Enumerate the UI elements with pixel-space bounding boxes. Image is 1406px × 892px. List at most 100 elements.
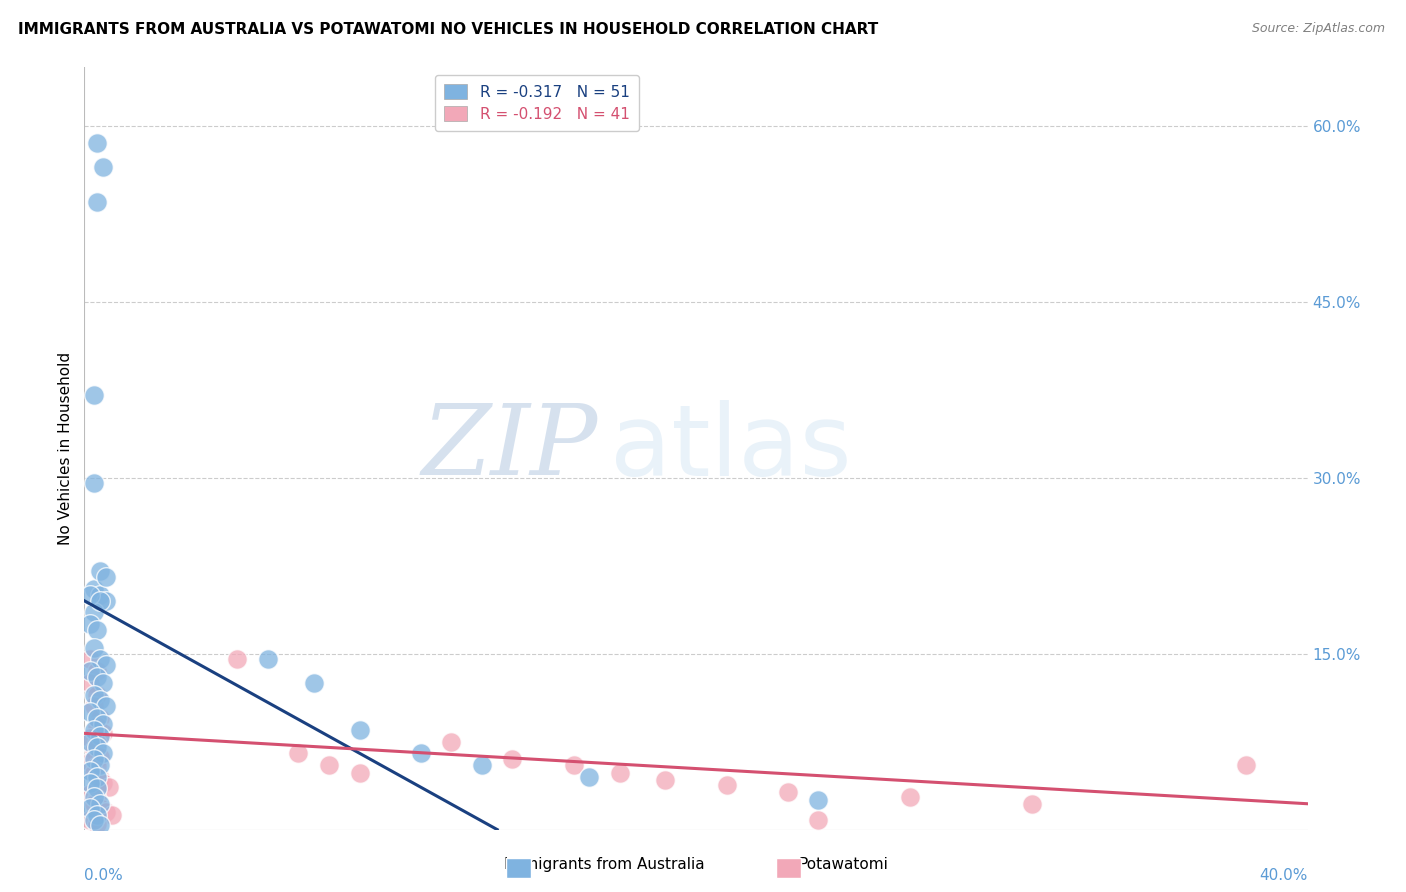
- Point: [807, 793, 830, 807]
- Point: [86, 623, 108, 637]
- Point: [349, 723, 371, 737]
- Point: [89, 565, 111, 579]
- Point: [257, 652, 280, 666]
- Point: [83, 813, 105, 827]
- Point: [79, 734, 101, 748]
- Point: [94, 805, 117, 819]
- Point: [440, 734, 463, 748]
- Text: 40.0%: 40.0%: [1260, 868, 1308, 883]
- Point: [86, 740, 108, 755]
- Point: [609, 766, 631, 780]
- Point: [562, 758, 585, 772]
- Point: [86, 816, 108, 830]
- Point: [79, 588, 101, 602]
- Point: [83, 688, 105, 702]
- Point: [79, 788, 101, 802]
- Point: [101, 808, 124, 822]
- Text: atlas: atlas: [610, 400, 852, 497]
- Point: [502, 752, 524, 766]
- Point: [86, 136, 108, 151]
- Text: IMMIGRANTS FROM AUSTRALIA VS POTAWATOMI NO VEHICLES IN HOUSEHOLD CORRELATION CHA: IMMIGRANTS FROM AUSTRALIA VS POTAWATOMI …: [18, 22, 879, 37]
- Point: [79, 731, 101, 745]
- Point: [89, 693, 111, 707]
- Point: [716, 778, 738, 792]
- Point: [79, 705, 101, 719]
- Point: [898, 789, 921, 804]
- Point: [86, 770, 108, 784]
- Point: [654, 773, 676, 788]
- Point: [86, 736, 108, 750]
- Point: [97, 780, 120, 795]
- Point: [86, 808, 108, 822]
- Point: [89, 711, 111, 725]
- Point: [79, 801, 101, 815]
- Point: [409, 746, 432, 760]
- Text: Source: ZipAtlas.com: Source: ZipAtlas.com: [1251, 22, 1385, 36]
- Point: [83, 640, 105, 655]
- Point: [94, 570, 117, 584]
- Point: [86, 664, 108, 678]
- Point: [89, 588, 111, 602]
- Point: [89, 797, 111, 811]
- Point: [79, 652, 101, 666]
- Point: [83, 789, 105, 804]
- Point: [83, 797, 105, 811]
- Point: [89, 818, 111, 832]
- Point: [86, 711, 108, 725]
- Point: [86, 759, 108, 773]
- Point: [89, 729, 111, 743]
- Point: [91, 746, 114, 760]
- Point: [318, 758, 340, 772]
- Point: [94, 594, 117, 608]
- Point: [83, 699, 105, 714]
- Point: [89, 749, 111, 764]
- Point: [83, 606, 105, 620]
- Point: [83, 388, 105, 402]
- Point: [89, 758, 111, 772]
- Point: [83, 723, 105, 737]
- Point: [83, 743, 105, 757]
- Text: Potawatomi: Potawatomi: [799, 857, 889, 872]
- Text: Immigrants from Australia: Immigrants from Australia: [505, 857, 704, 872]
- Point: [79, 676, 101, 690]
- Point: [94, 658, 117, 673]
- Point: [79, 664, 101, 678]
- Y-axis label: No Vehicles in Household: No Vehicles in Household: [58, 351, 73, 545]
- Point: [83, 582, 105, 596]
- Point: [89, 652, 111, 666]
- Point: [807, 813, 830, 827]
- Text: 0.0%: 0.0%: [84, 868, 124, 883]
- Point: [91, 717, 114, 731]
- Point: [86, 688, 108, 702]
- Point: [349, 766, 371, 780]
- Point: [1236, 758, 1258, 772]
- Point: [79, 775, 101, 789]
- Point: [86, 781, 108, 796]
- Point: [79, 813, 101, 827]
- Point: [86, 792, 108, 806]
- Legend: R = -0.317   N = 51, R = -0.192   N = 41: R = -0.317 N = 51, R = -0.192 N = 41: [436, 75, 638, 131]
- Point: [226, 652, 249, 666]
- Point: [287, 746, 309, 760]
- Point: [83, 766, 105, 780]
- Point: [86, 670, 108, 684]
- Point: [302, 676, 325, 690]
- Point: [83, 476, 105, 491]
- Point: [89, 771, 111, 785]
- Point: [91, 775, 114, 789]
- Point: [79, 755, 101, 769]
- Point: [94, 699, 117, 714]
- Point: [79, 764, 101, 778]
- Point: [86, 194, 108, 209]
- Point: [79, 617, 101, 632]
- Point: [1021, 797, 1043, 811]
- Point: [91, 726, 114, 740]
- Point: [89, 801, 111, 815]
- Point: [776, 785, 799, 799]
- Point: [89, 594, 111, 608]
- Point: [578, 770, 600, 784]
- Point: [91, 160, 114, 174]
- Point: [471, 758, 494, 772]
- Point: [83, 752, 105, 766]
- Text: ZIP: ZIP: [422, 401, 598, 496]
